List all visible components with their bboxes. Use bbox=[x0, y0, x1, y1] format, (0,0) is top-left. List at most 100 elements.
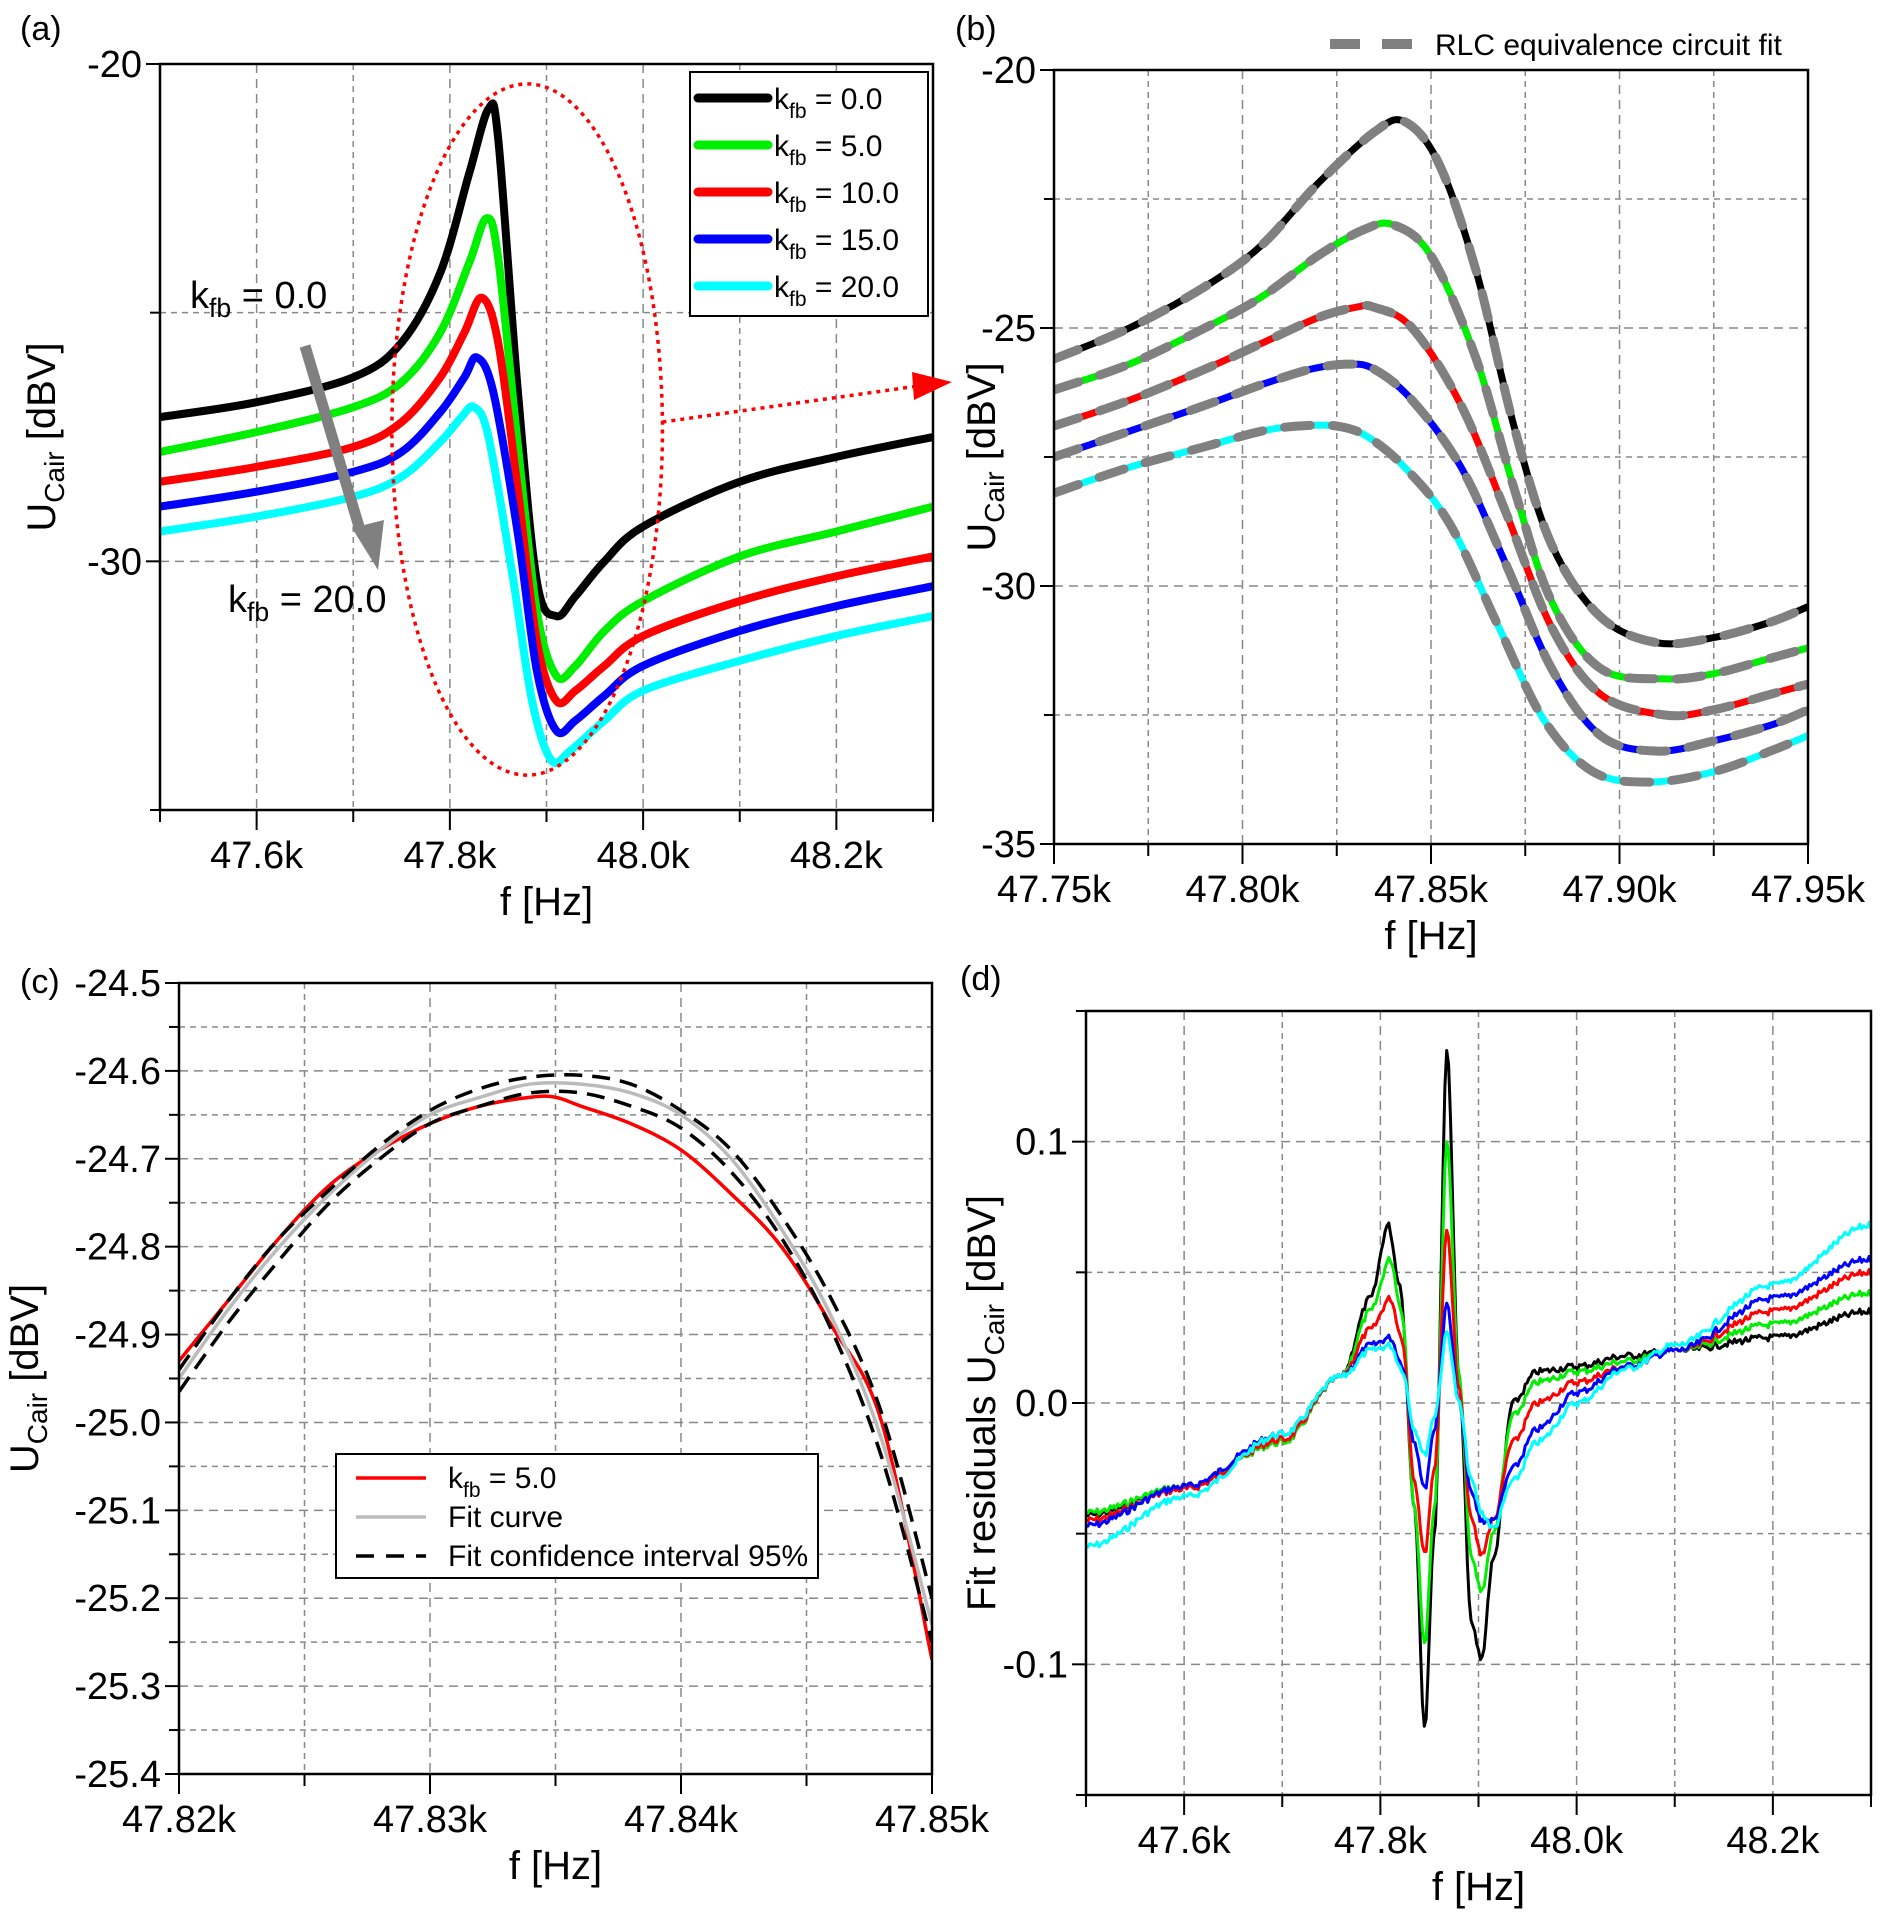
x-axis-label: f [Hz] bbox=[1432, 1865, 1525, 1909]
y-tick-label: -24.7 bbox=[74, 1139, 161, 1181]
fit-legend: RLC equivalence circuit fit bbox=[1330, 29, 1782, 62]
legend-entry: kfb = 5.0 bbox=[774, 130, 882, 170]
trend-arrowhead bbox=[352, 520, 384, 570]
y-tick-label: -24.6 bbox=[74, 1051, 161, 1093]
grid bbox=[179, 983, 932, 1774]
x-tick-label: 47.95k bbox=[1751, 869, 1866, 911]
y-tick-label: -25 bbox=[981, 308, 1036, 350]
y-tick-label: -25.4 bbox=[74, 1754, 161, 1796]
zoom-arrow-line bbox=[662, 384, 919, 424]
panel-label: (d) bbox=[960, 960, 1002, 998]
x-axis-label: f [Hz] bbox=[500, 880, 593, 924]
y-tick-label: -24.8 bbox=[74, 1227, 161, 1269]
legend: kfb = 0.0 kfb = 5.0 kfb = 10.0 kfb = 15.0 kf… bbox=[689, 71, 929, 317]
legend-entry: kfb = 5.0 bbox=[448, 1462, 556, 1502]
x-tick-label: 47.84k bbox=[624, 1799, 739, 1841]
panel-label: (b) bbox=[955, 10, 997, 48]
x-tick-label: 47.83k bbox=[373, 1799, 488, 1841]
y-tick-label: -24.9 bbox=[74, 1315, 161, 1357]
fit-line-3 bbox=[1054, 359, 1808, 756]
fit-line-1 bbox=[1054, 218, 1808, 684]
y-axis-label: UCair [dBV] bbox=[20, 342, 70, 531]
x-tick-label: 47.75k bbox=[997, 869, 1112, 911]
panel-d: 47.6k 47.8k 48.0k 48.2k 0.1 0.0 -0.1 f [Hz] Fit … bbox=[960, 960, 1873, 1909]
x-tick-label: 47.6k bbox=[210, 835, 304, 877]
series-line-4 bbox=[1086, 1220, 1871, 1549]
y-tick-label: -30 bbox=[981, 566, 1036, 608]
x-axis-label: f [Hz] bbox=[509, 1844, 602, 1888]
y-tick-label: 0.0 bbox=[1015, 1383, 1068, 1425]
series-line-0 bbox=[179, 1094, 932, 1661]
panel-b: 47.75k 47.80k 47.85k 47.90k 47.95k -20 -25 -30 -… bbox=[955, 10, 1866, 958]
fit-legend-label: RLC equivalence circuit fit bbox=[1435, 29, 1782, 62]
x-tick-label: 47.85k bbox=[875, 1799, 990, 1841]
y-tick-label: -0.1 bbox=[1003, 1644, 1068, 1686]
zoom-ellipse bbox=[390, 82, 665, 777]
y-tick-label: -25.2 bbox=[74, 1578, 161, 1620]
data-layer bbox=[1054, 115, 1808, 787]
x-axis-label: f [Hz] bbox=[1384, 914, 1477, 958]
y-tick-label: 0.1 bbox=[1015, 1122, 1068, 1164]
series-line-1 bbox=[179, 1080, 932, 1626]
y-tick-label: -24.5 bbox=[74, 963, 161, 1005]
x-tick-label: 47.85k bbox=[1374, 869, 1489, 911]
x-tick-label: 47.8k bbox=[403, 835, 497, 877]
y-tick-label: -30 bbox=[87, 541, 142, 583]
ticks: 47.82k 47.83k 47.84k 47.85k -24.5 -24.6 -24.7 -… bbox=[74, 963, 990, 1841]
x-tick-label: 48.2k bbox=[790, 835, 884, 877]
annotation-kfb-end: kfb = 20.0 bbox=[228, 579, 386, 627]
legend-entry: kfb = 20.0 bbox=[774, 271, 899, 311]
y-tick-label: -20 bbox=[87, 44, 142, 86]
x-tick-label: 47.82k bbox=[122, 1799, 237, 1841]
grid bbox=[1054, 70, 1808, 844]
x-tick-label: 48.0k bbox=[597, 835, 691, 877]
y-axis-label: UCair [dBV] bbox=[960, 362, 1010, 551]
series-line-2 bbox=[179, 1072, 932, 1599]
panel-label: (c) bbox=[20, 963, 60, 1001]
y-tick-label: -25.0 bbox=[74, 1402, 161, 1444]
data-layer bbox=[179, 1072, 932, 1661]
panel-a: 47.6k 47.8k 48.0k 48.2k -20 -30 f [Hz] UCair [d… bbox=[20, 10, 935, 924]
legend-entry: kfb = 10.0 bbox=[774, 177, 899, 217]
x-tick-label: 47.90k bbox=[1562, 869, 1677, 911]
series-line-4 bbox=[160, 402, 933, 767]
ticks: 47.6k 47.8k 48.0k 48.2k -20 -30 bbox=[87, 44, 934, 877]
y-axis-label: Fit residuals UCair [dBV] bbox=[960, 1195, 1010, 1611]
series-line-2 bbox=[160, 293, 933, 708]
legend-entry: kfb = 15.0 bbox=[774, 224, 899, 264]
y-tick-label: -20 bbox=[981, 50, 1036, 92]
x-tick-label: 48.0k bbox=[1530, 1820, 1624, 1862]
x-tick-label: 47.6k bbox=[1138, 1820, 1232, 1862]
trend-arrow-shaft bbox=[299, 344, 366, 532]
fit-line-2 bbox=[1054, 300, 1808, 721]
y-axis-label-text: Fit residuals UCair [dBV] bbox=[960, 1195, 1010, 1611]
fit-line-0 bbox=[1054, 115, 1808, 649]
y-axis-label: UCair [dBV] bbox=[3, 1284, 53, 1473]
x-tick-label: 47.80k bbox=[1185, 869, 1300, 911]
zoom-arrowhead bbox=[912, 372, 952, 400]
series-line-0 bbox=[160, 99, 933, 621]
series-line-3 bbox=[1086, 1254, 1871, 1529]
y-axis-label-text: UCair [dBV] bbox=[20, 342, 70, 531]
series-line-1 bbox=[1086, 1140, 1871, 1645]
y-tick-label: -25.3 bbox=[74, 1666, 161, 1708]
y-axis-label-text: UCair [dBV] bbox=[3, 1284, 53, 1473]
x-tick-label: 47.8k bbox=[1334, 1820, 1428, 1862]
data-layer bbox=[1086, 1049, 1871, 1728]
y-tick-label: -35 bbox=[981, 824, 1036, 866]
x-tick-label: 48.2k bbox=[1726, 1820, 1820, 1862]
y-tick-label: -25.1 bbox=[74, 1490, 161, 1532]
legend-entry: Fit curve bbox=[448, 1501, 563, 1534]
panel-c: 47.82k 47.83k 47.84k 47.85k -24.5 -24.6 -24.7 -… bbox=[3, 963, 990, 1888]
ticks: 47.75k 47.80k 47.85k 47.90k 47.95k -20 -25 -30 -… bbox=[981, 50, 1866, 911]
annotation-kfb-start: kfb = 0.0 bbox=[190, 275, 327, 323]
grid bbox=[1086, 1011, 1871, 1795]
ticks: 47.6k 47.8k 48.0k 48.2k 0.1 0.0 -0.1 bbox=[1003, 1010, 1872, 1862]
series-line-3 bbox=[179, 1089, 932, 1643]
fit-line-4 bbox=[1054, 420, 1808, 787]
legend-entry: kfb = 0.0 bbox=[774, 83, 882, 123]
panel-label: (a) bbox=[20, 10, 62, 48]
series-line-3 bbox=[160, 353, 933, 738]
